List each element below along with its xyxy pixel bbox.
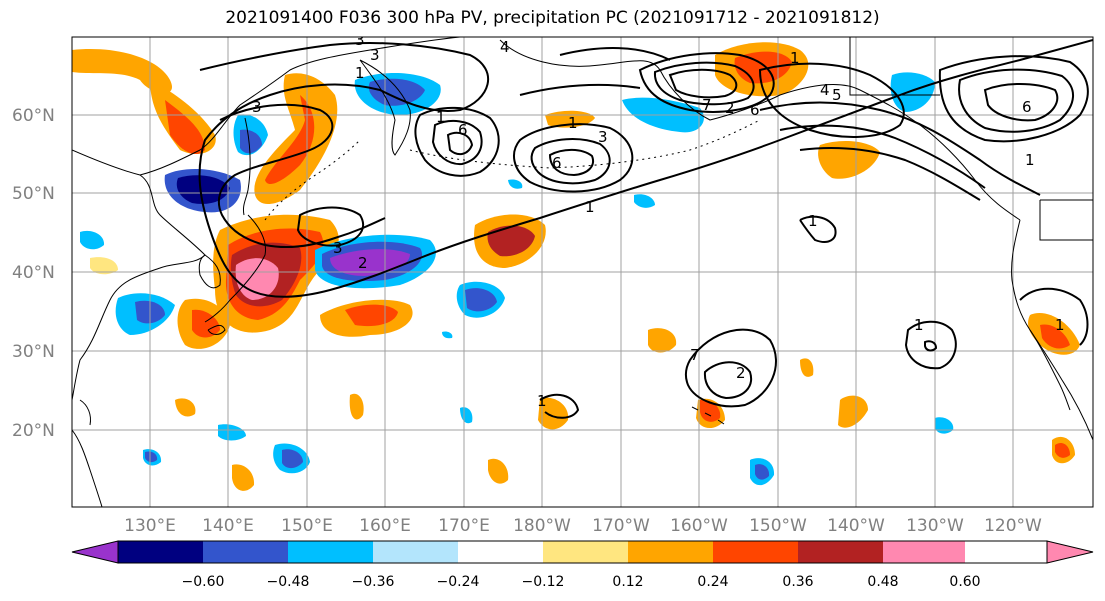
contour-label: 1: [568, 114, 578, 132]
colorbar-swatch: [798, 541, 883, 563]
colorbar-swatch: [965, 541, 1047, 563]
contour-label: 1: [914, 316, 924, 334]
contour-label: 7: [690, 346, 700, 364]
contour-label: 1: [1055, 316, 1065, 334]
colorbar-tick-label: 0.24: [697, 574, 728, 590]
lon-label: 170°E: [438, 516, 490, 536]
map-title: 2021091400 F036 300 hPa PV, precipitatio…: [225, 8, 880, 28]
colorbar-tick-label: −0.12: [522, 574, 565, 590]
colorbar-swatch: [288, 541, 373, 563]
lat-label: 50°N: [12, 184, 55, 204]
colorbar-swatch: [713, 541, 798, 563]
contour-label: 3: [598, 128, 608, 146]
contour-label: 1: [790, 49, 800, 67]
precipitation-shading: [72, 42, 1080, 491]
contour-label: 6: [1022, 98, 1032, 116]
contour-label: 5: [832, 86, 842, 104]
lat-label: 40°N: [12, 263, 55, 283]
colorbar-swatch: [543, 541, 628, 563]
contour-label: 4: [820, 81, 830, 99]
contour-label: 3: [355, 31, 365, 49]
lat-label: 60°N: [12, 106, 55, 126]
contour-label: 2: [736, 364, 746, 382]
lon-label: 130°W: [906, 516, 964, 536]
contour-label: 2: [358, 254, 368, 272]
colorbar-swatch: [203, 541, 288, 563]
colorbar-swatch: [883, 541, 965, 563]
contour-label: 6: [552, 154, 562, 172]
contour-label: 4: [500, 38, 510, 56]
colorbar-swatch: [118, 541, 203, 563]
colorbar-swatch: [373, 541, 458, 563]
lat-label: 20°N: [12, 421, 55, 441]
contour-label: 1: [585, 198, 595, 216]
lon-label: 170°W: [592, 516, 650, 536]
plot-area: 3 1 4 3 6 1 3 6 1 4 5 7 6 3 6 1 1 2 1 1 …: [72, 31, 1093, 507]
contour-labels: 3 1 4 3 6 1 3 6 1 4 5 7 6 3 6 1 1 2 1 1 …: [252, 31, 1065, 410]
colorbar-tick-label: −0.24: [437, 574, 480, 590]
contour-label: 3: [333, 239, 343, 257]
colorbar: −0.60 −0.48 −0.36 −0.24 −0.12 0.12 0.24 …: [71, 540, 1094, 590]
colorbar-swatch: [628, 541, 713, 563]
longitude-labels: 130°E 140°E 150°E 160°E 170°E 180°W 170°…: [124, 516, 1042, 536]
contour-label: 2: [725, 99, 735, 117]
contour-label: 1: [436, 108, 446, 126]
colorbar-tick-label: 0.48: [867, 574, 898, 590]
lon-label: 180°W: [513, 516, 571, 536]
plot-frame: [71, 36, 1094, 508]
contour-label: 7: [702, 96, 712, 114]
lon-label: 130°E: [124, 516, 176, 536]
lon-label: 120°W: [984, 516, 1042, 536]
colorbar-tick-label: −0.48: [267, 574, 310, 590]
contour-label: 1: [537, 392, 547, 410]
lon-label: 160°E: [359, 516, 411, 536]
lon-label: 140°W: [827, 516, 885, 536]
contour-label: 6: [750, 101, 760, 119]
contour-label: 1: [1025, 151, 1035, 169]
colorbar-tick-label: −0.60: [182, 574, 225, 590]
contour-label: 3: [252, 98, 262, 116]
lon-label: 140°E: [202, 516, 254, 536]
lon-label: 150°E: [281, 516, 333, 536]
pv-contours: [198, 39, 1093, 419]
grid-lines: [72, 37, 1093, 507]
colorbar-swatch: [458, 541, 543, 563]
lon-label: 160°W: [670, 516, 728, 536]
colorbar-tick-label: 0.36: [782, 574, 813, 590]
contour-label: 1: [808, 212, 818, 230]
lon-label: 150°W: [749, 516, 807, 536]
coastlines: [72, 37, 1093, 507]
lat-label: 30°N: [12, 342, 55, 362]
contour-label: 6: [458, 121, 468, 139]
colorbar-tick-label: 0.60: [949, 574, 980, 590]
colorbar-tick-label: −0.36: [352, 574, 395, 590]
contour-label: 1: [355, 64, 365, 82]
latitude-labels: 60°N 50°N 40°N 30°N 20°N: [12, 106, 55, 441]
colorbar-extend-right: [1046, 540, 1094, 564]
contour-label: 3: [370, 46, 380, 64]
colorbar-tick-label: 0.12: [612, 574, 643, 590]
colorbar-extend-left: [71, 540, 119, 564]
